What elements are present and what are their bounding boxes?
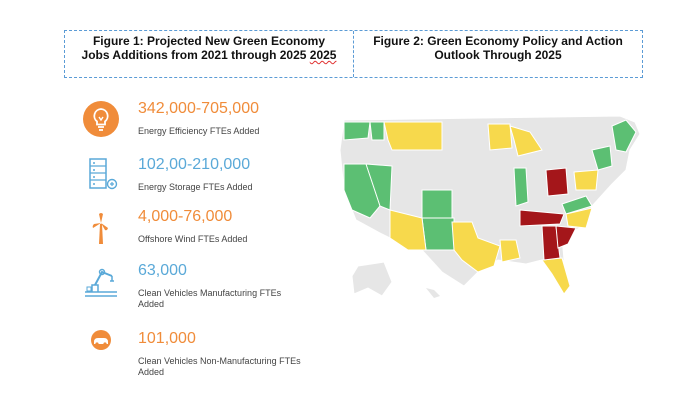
state-yellow xyxy=(573,169,599,191)
figure-1-title-line2: Jobs Additions from 2021 through 2025 20… xyxy=(81,48,337,62)
figure-title-box: Figure 1: Projected New Green Economy Jo… xyxy=(64,30,643,78)
state-yellow xyxy=(389,209,427,251)
state-green xyxy=(611,119,637,153)
us-policy-map xyxy=(339,115,641,298)
state-yellow xyxy=(509,125,543,157)
figure-2-title-line2: Outlook Through 2025 xyxy=(434,48,562,62)
stat-value: 101,000 xyxy=(138,330,196,347)
wind-turbine-icon xyxy=(92,213,108,244)
stat-label: Offshore Wind FTEs Added xyxy=(138,234,248,244)
stat-label: Energy Storage FTEs Added xyxy=(138,182,253,192)
stat-label: Clean Vehicles Manufacturing FTEs Added xyxy=(138,288,282,309)
robot-arm-icon xyxy=(85,268,117,297)
stat-value: 63,000 xyxy=(138,262,187,279)
figure-2-title-line1: Figure 2: Green Economy Policy and Actio… xyxy=(373,34,623,48)
stat-value: 102,00-210,000 xyxy=(138,156,251,173)
state-yellow xyxy=(383,121,443,151)
state-hawaii xyxy=(426,288,440,298)
lightbulb-icon xyxy=(83,101,119,137)
figure-1-title-line1: Figure 1: Projected New Green Economy xyxy=(92,34,326,48)
state-red xyxy=(519,209,565,227)
state-yellow xyxy=(487,123,513,151)
state-red xyxy=(541,225,561,261)
stat-label: Energy Efficiency FTEs Added xyxy=(138,126,260,136)
spellcheck-underline: 2025 xyxy=(309,48,337,62)
state-red xyxy=(545,167,569,197)
state-yellow xyxy=(541,257,571,295)
figure-1-title: Figure 1: Projected New Green Economy Jo… xyxy=(65,31,353,77)
state-green xyxy=(561,195,593,215)
state-green xyxy=(513,167,529,207)
battery-storage-icon xyxy=(89,158,118,190)
car-icon xyxy=(91,330,111,350)
state-green xyxy=(369,121,385,141)
state-yellow xyxy=(451,221,501,273)
state-red xyxy=(555,225,577,249)
state-green xyxy=(421,217,455,251)
state-yellow xyxy=(565,207,593,229)
stat-value: 4,000-76,000 xyxy=(138,208,233,225)
stat-label: Clean Vehicles Non-Manufacturing FTEs Ad… xyxy=(138,356,301,377)
stat-value: 342,000-705,000 xyxy=(138,100,259,117)
state-green xyxy=(591,145,613,171)
state-yellow xyxy=(499,239,521,263)
state-green xyxy=(343,121,371,141)
state-alaska xyxy=(351,261,393,297)
state-green xyxy=(421,189,453,219)
figure-2-title: Figure 2: Green Economy Policy and Actio… xyxy=(353,31,642,77)
